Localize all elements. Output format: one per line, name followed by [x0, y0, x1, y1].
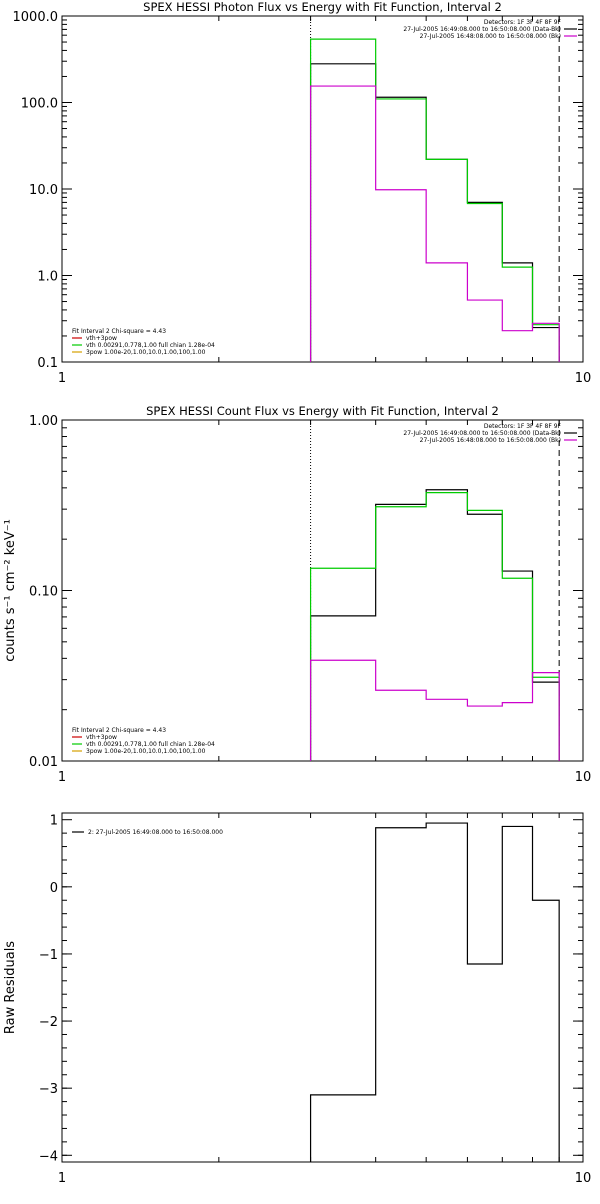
legend-entry-bottom: 3pow 1.00e-20,1.00,10.0,1.00,100,1.00: [86, 748, 206, 755]
series-1-histogram: [309, 822, 560, 1162]
y-tick-label: 0.10: [29, 585, 58, 600]
legend-entry-bottom: Fit Interval 2 Chi-square = 4.43: [72, 328, 166, 335]
y-tick-label: 100.0: [21, 97, 58, 112]
y-tick-label: −1: [39, 948, 58, 963]
series-2-histogram: [309, 38, 560, 362]
legend-entry-bottom: Fit Interval 2 Chi-square = 4.43: [72, 727, 166, 734]
x-tick-label: 1: [58, 371, 66, 386]
legend-entry-top: 2: 27-Jul-2005 16:49:08.000 to 16:50:08.…: [88, 829, 223, 836]
y-tick-label: 0.01: [29, 755, 58, 770]
legend-entry-top: 27-Jul-2005 16:49:08.000 to 16:50:08.000…: [403, 26, 561, 33]
x-tick-label: 1: [58, 770, 66, 785]
plot-frame: [61, 812, 584, 1163]
legend-entry-bottom: vth+3pow: [86, 734, 117, 741]
x-tick-label: 10: [575, 770, 592, 785]
y-tick-label: 10.0: [29, 183, 58, 198]
y-tick-label: 1.0: [37, 270, 58, 285]
y-tick-label: 1000.0: [13, 10, 59, 25]
legend-entry-bottom: vth 0.00291,0.778,1.00 full chian 1.28e-…: [86, 741, 215, 748]
y-tick-label: −4: [39, 1149, 58, 1164]
series-2-histogram: [309, 492, 560, 761]
y-tick-label: 0.1: [37, 356, 58, 371]
legend-entry-top: 27-Jul-2005 16:48:08.000 to 16:50:08.000…: [420, 33, 561, 40]
y-axis-label: counts s⁻¹ cm⁻² keV⁻¹: [3, 519, 18, 662]
series-3-histogram: [309, 85, 560, 362]
x-tick-label: 1: [58, 1171, 66, 1186]
legend-entry-top: Detectors: 1F 3F 4F 8F 9F: [484, 423, 562, 430]
y-tick-label: 0: [50, 881, 58, 896]
legend-entry-top: Detectors: 1F 3F 4F 8F 9F: [484, 19, 562, 26]
legend-entry-bottom: vth+3pow: [86, 335, 117, 342]
chart-1: SPEX HESSI Photon Flux vs Energy with Fi…: [13, 0, 592, 386]
y-tick-label: −2: [39, 1015, 58, 1030]
legend-entry-top: 27-Jul-2005 16:49:08.000 to 16:50:08.000…: [403, 430, 561, 437]
legend-entry-bottom: 3pow 1.00e-20,1.00,10.0,1.00,100,1.00: [86, 349, 206, 356]
y-axis-label: Raw Residuals: [3, 941, 18, 1034]
legend-entry-bottom: vth 0.00291,0.778,1.00 full chian 1.28e-…: [86, 342, 215, 349]
y-tick-label: −3: [39, 1082, 58, 1097]
chart-title: SPEX HESSI Count Flux vs Energy with Fit…: [146, 404, 499, 418]
x-tick-label: 10: [575, 371, 592, 386]
chart-2: SPEX HESSI Count Flux vs Energy with Fit…: [3, 404, 591, 785]
chart-title: SPEX HESSI Photon Flux vs Energy with Fi…: [143, 0, 502, 14]
legend-entry-top: 27-Jul-2005 16:48:08.000 to 16:50:08.000…: [420, 437, 561, 444]
series-3-histogram: [309, 659, 560, 761]
y-tick-label: 1.00: [29, 414, 58, 429]
y-tick-label: 1: [50, 814, 58, 829]
x-tick-label: 10: [575, 1171, 592, 1186]
